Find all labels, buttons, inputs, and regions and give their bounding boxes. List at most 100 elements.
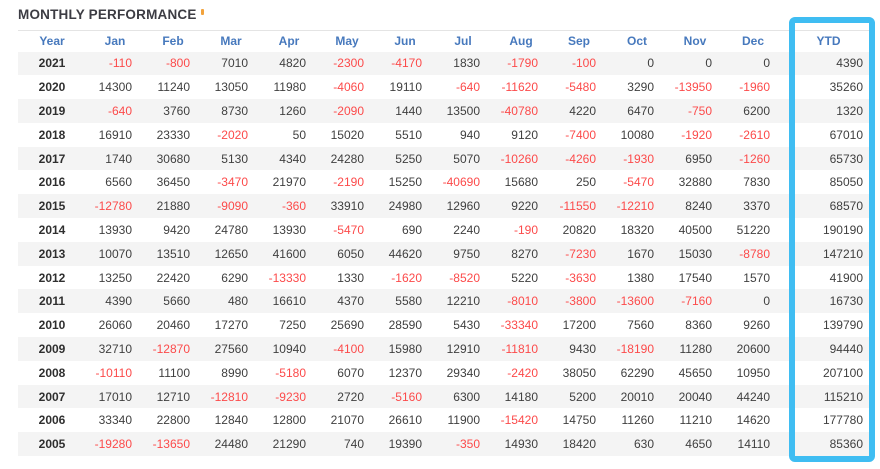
year-cell: 2021 bbox=[38, 56, 66, 71]
month-value-cell: 6290 bbox=[221, 270, 248, 285]
ytd-value-cell: 67010 bbox=[829, 127, 863, 142]
month-value-cell: -10110 bbox=[95, 365, 132, 380]
month-value-cell: 8360 bbox=[685, 318, 712, 333]
ytd-value-cell: 207100 bbox=[822, 365, 863, 380]
month-value-cell: 19390 bbox=[388, 437, 422, 452]
month-value-cell: -11550 bbox=[559, 199, 596, 214]
month-value-cell: -12810 bbox=[210, 389, 248, 404]
ytd-value-cell: 1320 bbox=[836, 103, 863, 118]
month-value-cell: 0 bbox=[763, 56, 770, 71]
month-value-cell: -640 bbox=[107, 103, 132, 118]
column-header-feb: Feb bbox=[162, 34, 184, 49]
month-value-cell: 18320 bbox=[620, 222, 654, 237]
month-value-cell: 21880 bbox=[156, 199, 190, 214]
month-value-cell: -350 bbox=[455, 437, 480, 452]
month-value-cell: -10260 bbox=[500, 151, 538, 166]
year-cell: 2016 bbox=[38, 175, 66, 190]
month-value-cell: -1920 bbox=[681, 127, 712, 142]
month-value-cell: 17200 bbox=[562, 318, 596, 333]
ytd-value-cell: 115210 bbox=[823, 389, 863, 404]
year-cell: 2008 bbox=[38, 365, 66, 380]
month-value-cell: 12650 bbox=[214, 246, 248, 261]
month-value-cell: 5070 bbox=[453, 151, 480, 166]
month-value-cell: 22420 bbox=[156, 270, 190, 285]
table-header-row: Year Jan Feb Mar Apr May Jun Jul Aug Sep Oct Nov Dec… bbox=[18, 30, 875, 52]
month-value-cell: 2240 bbox=[453, 222, 480, 237]
month-value-cell: 17270 bbox=[214, 318, 248, 333]
month-value-cell: 12710 bbox=[156, 389, 190, 404]
month-value-cell: 62290 bbox=[620, 365, 654, 380]
table-row-2021: 2021 -110 -800 7010 4820 -2300 -4170 1830 -1790 -… bbox=[18, 51, 875, 76]
month-value-cell: 10950 bbox=[736, 365, 770, 380]
month-value-cell: 0 bbox=[763, 294, 770, 309]
month-value-cell: 13510 bbox=[156, 246, 190, 261]
month-value-cell: 5510 bbox=[395, 127, 422, 142]
month-value-cell: 7560 bbox=[627, 318, 654, 333]
year-cell: 2020 bbox=[38, 80, 66, 95]
month-value-cell: 27560 bbox=[214, 341, 248, 356]
ytd-value-cell: 35260 bbox=[829, 80, 863, 95]
month-value-cell: 29340 bbox=[446, 365, 480, 380]
month-value-cell: 10070 bbox=[98, 246, 132, 261]
month-value-cell: 250 bbox=[575, 175, 596, 190]
year-cell: 2006 bbox=[38, 413, 66, 428]
table-body: 2021 -110 -800 7010 4820 -2300 -4170 1830 -1790 -… bbox=[18, 51, 875, 457]
month-value-cell: 6200 bbox=[743, 103, 770, 118]
month-value-cell: -4060 bbox=[333, 80, 364, 95]
month-value-cell: -5470 bbox=[333, 222, 364, 237]
month-value-cell: -7160 bbox=[681, 294, 712, 309]
ytd-value-cell: 94440 bbox=[829, 341, 863, 356]
month-value-cell: -13950 bbox=[674, 80, 712, 95]
month-value-cell: 740 bbox=[343, 437, 364, 452]
month-value-cell: -110 bbox=[108, 56, 132, 71]
month-value-cell: 18420 bbox=[562, 437, 596, 452]
month-value-cell: 5200 bbox=[569, 389, 596, 404]
page-title: MONTHLY PERFORMANCE bbox=[18, 7, 204, 22]
month-value-cell: 36450 bbox=[156, 175, 190, 190]
month-value-cell: -1960 bbox=[739, 80, 770, 95]
month-value-cell: 14750 bbox=[562, 413, 596, 428]
month-value-cell: 8990 bbox=[221, 365, 248, 380]
month-value-cell: 44240 bbox=[736, 389, 770, 404]
month-value-cell: -18190 bbox=[616, 341, 654, 356]
month-value-cell: 6950 bbox=[685, 151, 712, 166]
column-header-oct: Oct bbox=[626, 34, 647, 49]
month-value-cell: -5480 bbox=[565, 80, 596, 95]
month-value-cell: 12370 bbox=[388, 365, 422, 380]
month-value-cell: 21290 bbox=[272, 437, 306, 452]
ytd-value-cell: 4390 bbox=[836, 56, 863, 71]
month-value-cell: 4340 bbox=[279, 151, 306, 166]
month-value-cell: 2720 bbox=[337, 389, 364, 404]
month-value-cell: -11620 bbox=[501, 80, 538, 95]
month-value-cell: -33340 bbox=[500, 318, 538, 333]
month-value-cell: 12800 bbox=[272, 413, 306, 428]
month-value-cell: 1440 bbox=[395, 103, 422, 118]
month-value-cell: 32710 bbox=[98, 341, 132, 356]
month-value-cell: -12780 bbox=[94, 199, 132, 214]
ytd-value-cell: 16730 bbox=[829, 294, 863, 309]
month-value-cell: -8010 bbox=[507, 294, 538, 309]
month-value-cell: 21070 bbox=[330, 413, 364, 428]
month-value-cell: 8730 bbox=[221, 103, 248, 118]
month-value-cell: 24980 bbox=[388, 199, 422, 214]
month-value-cell: 10080 bbox=[620, 127, 654, 142]
month-value-cell: -3630 bbox=[565, 270, 596, 285]
month-value-cell: 20460 bbox=[156, 318, 190, 333]
month-value-cell: 3760 bbox=[163, 103, 190, 118]
column-header-jun: Jun bbox=[394, 34, 416, 49]
page-title-text: MONTHLY PERFORMANCE bbox=[18, 7, 197, 22]
month-value-cell: 20820 bbox=[562, 222, 596, 237]
month-value-cell: -190 bbox=[513, 222, 538, 237]
month-value-cell: -40690 bbox=[442, 175, 480, 190]
year-cell: 2012 bbox=[38, 270, 66, 285]
month-value-cell: 8240 bbox=[685, 199, 712, 214]
month-value-cell: 9750 bbox=[453, 246, 480, 261]
month-value-cell: -8520 bbox=[449, 270, 480, 285]
month-value-cell: 20010 bbox=[620, 389, 654, 404]
month-value-cell: 1330 bbox=[337, 270, 364, 285]
month-value-cell: -9090 bbox=[217, 199, 248, 214]
month-value-cell: -2190 bbox=[333, 175, 364, 190]
month-value-cell: 940 bbox=[459, 127, 480, 142]
month-value-cell: 13050 bbox=[214, 80, 248, 95]
